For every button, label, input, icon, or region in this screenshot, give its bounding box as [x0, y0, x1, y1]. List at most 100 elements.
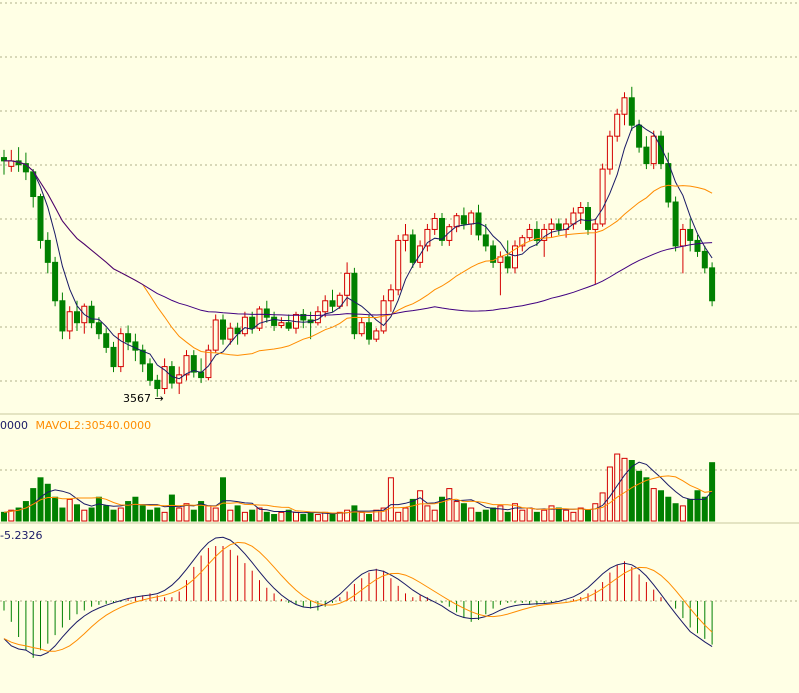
- candle-body: [256, 308, 263, 329]
- volume-bar: [402, 507, 409, 522]
- volume-bar: [1, 511, 7, 522]
- macd-panel: [3, 536, 713, 658]
- volume-bar: [636, 470, 643, 522]
- volume-bar: [293, 511, 299, 522]
- volume-bar: [679, 505, 686, 522]
- candle-body: [519, 237, 526, 247]
- volume-bar: [44, 483, 51, 522]
- candle-body: [548, 223, 555, 230]
- candle-body: [285, 322, 292, 329]
- volume-bar: [132, 496, 139, 522]
- candle-body: [205, 349, 212, 379]
- candle-body: [439, 217, 445, 241]
- candle-body: [606, 135, 613, 170]
- ma-mid-line: [4, 160, 713, 356]
- candle-body: [314, 311, 321, 324]
- volume-legend: 0000 MAVOL2:30540.0000: [0, 419, 151, 432]
- candle-body: [336, 294, 343, 307]
- candle-body: [628, 97, 635, 126]
- candle-body: [161, 366, 168, 390]
- volume-bar: [672, 503, 679, 522]
- volume-legend-1: MAVOL2:30540.0000: [35, 419, 152, 432]
- volume-bar: [439, 496, 445, 522]
- volume-bar: [329, 514, 336, 522]
- volume-bar: [387, 477, 394, 522]
- volume-bar: [205, 505, 212, 522]
- volume-bar: [504, 511, 511, 522]
- candle-body: [636, 124, 643, 148]
- volume-bar: [88, 507, 95, 522]
- candle-body: [460, 215, 467, 225]
- volume-bar: [81, 509, 88, 522]
- volume-bar: [256, 507, 263, 522]
- candle-body: [227, 327, 234, 340]
- macd-legend-0: -5.2326: [0, 529, 43, 542]
- candle-body: [190, 355, 197, 373]
- candle-body: [117, 333, 124, 368]
- candle-body: [183, 355, 190, 376]
- volume-bar: [570, 511, 577, 522]
- volume-bar: [628, 460, 635, 522]
- volume-bar: [117, 507, 124, 522]
- candle-body: [599, 168, 606, 225]
- volume-bar: [417, 490, 424, 522]
- volume-legend-0: 0000: [0, 419, 28, 432]
- candle-body: [468, 212, 475, 225]
- volume-bar: [161, 511, 168, 522]
- candle-body: [52, 261, 59, 302]
- volume-bar: [548, 505, 555, 522]
- candle-body: [358, 322, 365, 335]
- candle-body: [271, 316, 278, 326]
- volume-bar: [512, 503, 518, 522]
- candle-body: [344, 272, 351, 296]
- candle-body: [139, 349, 146, 365]
- volume-bar: [300, 514, 307, 522]
- volume-bar: [577, 507, 584, 522]
- candle-body: [709, 267, 716, 302]
- volume-bar: [643, 477, 650, 522]
- volume-bar: [110, 509, 117, 522]
- volume-bar: [285, 509, 292, 522]
- candle-body: [66, 311, 73, 332]
- candle-body: [533, 228, 540, 241]
- candle-body: [37, 196, 44, 241]
- candle-body: [95, 322, 102, 335]
- candle-body: [402, 234, 409, 241]
- candle-body: [220, 319, 226, 340]
- candle-body: [409, 234, 416, 263]
- candle-body: [679, 228, 686, 247]
- volume-bar: [541, 509, 548, 522]
- candle-body: [614, 113, 621, 137]
- candle-body: [322, 300, 329, 313]
- candle-body: [672, 201, 679, 247]
- candle-body: [687, 228, 694, 241]
- candle-body: [577, 207, 584, 214]
- candle-body: [147, 363, 153, 381]
- candle-body: [300, 313, 307, 321]
- volume-bar: [614, 453, 621, 522]
- volume-bar: [526, 507, 533, 522]
- candle-body: [643, 146, 650, 165]
- volume-bar: [694, 490, 701, 522]
- candle-body: [555, 223, 562, 230]
- candle-body: [329, 300, 336, 307]
- volume-bar: [358, 511, 365, 522]
- volume-bar: [212, 507, 219, 522]
- candle-body: [694, 239, 701, 252]
- volume-bar: [533, 511, 540, 522]
- volume-bar: [139, 505, 146, 522]
- low-annotation: 3567 →: [123, 392, 164, 405]
- volume-bar: [249, 509, 256, 522]
- volume-bar: [176, 507, 183, 522]
- candle-body: [665, 163, 672, 203]
- candle-body: [241, 316, 248, 335]
- volume-bar: [278, 511, 285, 522]
- volume-bar: [482, 509, 489, 522]
- candle-body: [59, 300, 66, 332]
- macd-dif-line: [3, 536, 713, 657]
- volume-bar: [519, 509, 526, 522]
- volume-bar: [74, 504, 80, 522]
- volume-bar: [52, 496, 59, 522]
